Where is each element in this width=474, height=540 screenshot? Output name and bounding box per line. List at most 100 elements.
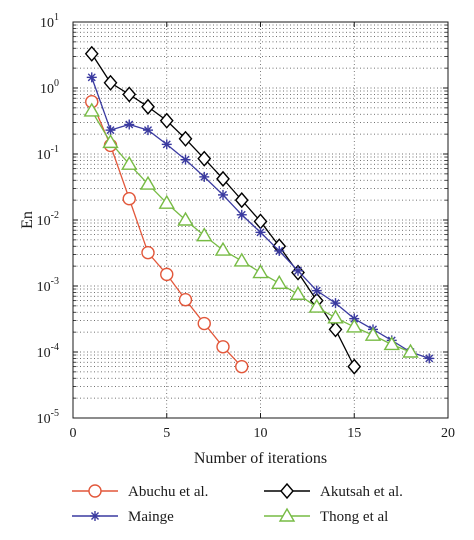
y-tick-label: 100 xyxy=(40,78,59,97)
asterisk-stroke xyxy=(256,228,265,237)
y-tick-label: 10-1 xyxy=(37,144,59,163)
legend-label: Akutsah et al. xyxy=(320,484,403,500)
data-point xyxy=(330,298,341,309)
data-point xyxy=(252,264,269,279)
data-point xyxy=(199,171,210,182)
data-point xyxy=(160,267,174,282)
data-point xyxy=(103,74,118,91)
axis-ticks: 10-5 10-4 10-3 10-2 10-1 100 101 0 5 10 15 20 xyxy=(37,12,455,441)
series-0 xyxy=(85,95,249,374)
data-point xyxy=(124,119,135,130)
x-tick-label: 10 xyxy=(254,426,268,441)
legend-marker xyxy=(88,484,102,498)
data-point xyxy=(255,227,266,238)
asterisk-stroke xyxy=(237,210,246,219)
x-axis-label: Number of iterations xyxy=(194,450,327,467)
data-point xyxy=(218,189,228,200)
data-point xyxy=(105,125,116,136)
data-point xyxy=(308,298,325,313)
grid xyxy=(73,22,448,418)
asterisk-stroke xyxy=(125,120,134,129)
data-point xyxy=(236,209,247,220)
data-point xyxy=(235,359,249,374)
data-point xyxy=(141,98,155,115)
data-point xyxy=(178,293,193,307)
data-point xyxy=(271,274,288,289)
data-point xyxy=(383,336,400,351)
legend-item: Mainge xyxy=(72,509,174,525)
data-point xyxy=(424,353,435,364)
data-point xyxy=(121,155,138,170)
x-tick-label: 0 xyxy=(70,426,77,441)
data-point xyxy=(197,150,212,167)
data-point xyxy=(293,265,303,276)
data-point xyxy=(234,192,249,209)
data-point xyxy=(346,318,363,333)
x-tick-label: 5 xyxy=(163,426,170,441)
y-tick-label: 10-2 xyxy=(37,210,59,229)
asterisk-stroke xyxy=(275,246,284,255)
data-point xyxy=(177,211,194,226)
asterisk-stroke xyxy=(90,511,100,521)
asterisk-stroke xyxy=(200,172,209,181)
asterisk-stroke xyxy=(331,299,340,308)
data-point xyxy=(347,358,362,375)
data-point xyxy=(178,130,193,147)
y-tick-label: 10-5 xyxy=(37,408,59,427)
y-axis-label: En xyxy=(19,211,36,229)
legend-item: Akutsah et al. xyxy=(264,482,403,500)
data-point xyxy=(122,192,136,206)
data-point xyxy=(402,343,419,358)
data-point xyxy=(327,309,344,324)
data-point xyxy=(161,139,172,150)
legend-label: Mainge xyxy=(128,509,174,525)
data-point xyxy=(84,45,99,62)
y-tick-label: 101 xyxy=(40,12,59,31)
y-tick-label: 10-4 xyxy=(37,342,59,361)
data-point xyxy=(102,133,119,149)
series-3 xyxy=(83,102,419,358)
data-point xyxy=(139,175,157,190)
data-point xyxy=(158,194,175,209)
data-point xyxy=(216,340,230,354)
data-point xyxy=(289,285,307,300)
data-point xyxy=(328,321,343,338)
asterisk-stroke xyxy=(218,190,228,199)
plot-series xyxy=(83,45,435,375)
data-point xyxy=(143,125,153,136)
legend-marker xyxy=(278,507,296,522)
asterisk-stroke xyxy=(312,286,321,295)
legend: Abuchu et al. Akutsah et al. Mainge Thong e… xyxy=(72,482,403,525)
data-point xyxy=(86,72,97,83)
asterisk-stroke xyxy=(181,155,190,164)
asterisk-stroke xyxy=(143,126,153,135)
asterisk-stroke xyxy=(106,126,115,135)
legend-label: Abuchu et al. xyxy=(128,484,208,500)
y-tick-label: 10-3 xyxy=(37,276,59,295)
series-2 xyxy=(86,72,435,364)
asterisk-stroke xyxy=(162,140,171,149)
x-tick-label: 20 xyxy=(441,426,455,441)
legend-marker xyxy=(90,511,100,521)
data-point xyxy=(159,112,174,129)
x-tick-label: 15 xyxy=(347,426,361,441)
data-point xyxy=(141,245,155,260)
legend-item: Abuchu et al. xyxy=(72,484,208,500)
data-point xyxy=(364,326,382,341)
asterisk-stroke xyxy=(425,354,434,363)
data-point xyxy=(196,227,213,242)
data-point xyxy=(180,154,191,165)
data-point xyxy=(83,102,100,117)
data-point xyxy=(311,285,322,296)
legend-label: Thong et al xyxy=(320,509,388,525)
data-point xyxy=(216,170,230,187)
data-point xyxy=(233,252,250,267)
asterisk-stroke xyxy=(87,73,96,82)
data-point xyxy=(274,245,285,256)
legend-marker xyxy=(280,482,294,500)
data-point xyxy=(197,316,211,331)
data-point xyxy=(122,86,137,103)
asterisk-stroke xyxy=(293,266,303,275)
